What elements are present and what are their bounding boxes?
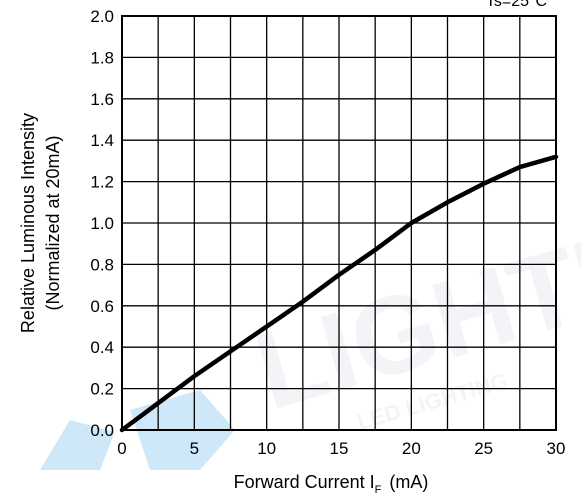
y-tick-label: 1.6: [90, 90, 114, 109]
plot-frame: [121, 15, 557, 431]
x-tick-label: 10: [257, 439, 276, 458]
y-tick-label: 0.2: [90, 380, 114, 399]
grid: [122, 16, 556, 430]
x-tick-label: 25: [474, 439, 493, 458]
x-axis-label: Forward Current IF (mA): [234, 472, 429, 496]
y-tick-label: 1.8: [90, 48, 114, 67]
x-tick-labels: 0 5 10 15 20 25 30: [117, 439, 565, 458]
x-tick-label: 30: [547, 439, 566, 458]
y-tick-label: 1.4: [90, 131, 114, 150]
x-tick-label: 0: [117, 439, 126, 458]
x-axis-label-subscript: F: [375, 484, 382, 496]
series-line: [119, 154, 559, 433]
y-tick-label: 2.0: [90, 7, 114, 26]
y-tick-labels: 0.0 0.2 0.4 0.6 0.8 1.0 1.2 1.4 1.6 1.8 2.0: [90, 7, 114, 440]
y-tick-label: 0.0: [90, 421, 114, 440]
x-tick-label: 5: [190, 439, 199, 458]
y-axis-label: Relative Luminous Intensity (Normalized …: [18, 113, 63, 333]
condition-label: Ts=25°C: [486, 0, 547, 10]
x-tick-label: 20: [402, 439, 421, 458]
y-tick-label: 1.0: [90, 214, 114, 233]
y-tick-label: 0.8: [90, 255, 114, 274]
x-axis-label-unit: (mA): [389, 472, 428, 492]
y-tick-label: 0.4: [90, 338, 114, 357]
x-axis-label-main: Forward Current I: [234, 472, 375, 492]
y-tick-label: 1.2: [90, 173, 114, 192]
y-axis-label-line2: (Normalized at 20mA): [43, 135, 63, 310]
y-tick-label: 0.6: [90, 297, 114, 316]
y-axis-label-line1: Relative Luminous Intensity: [18, 113, 38, 333]
x-tick-label: 15: [330, 439, 349, 458]
